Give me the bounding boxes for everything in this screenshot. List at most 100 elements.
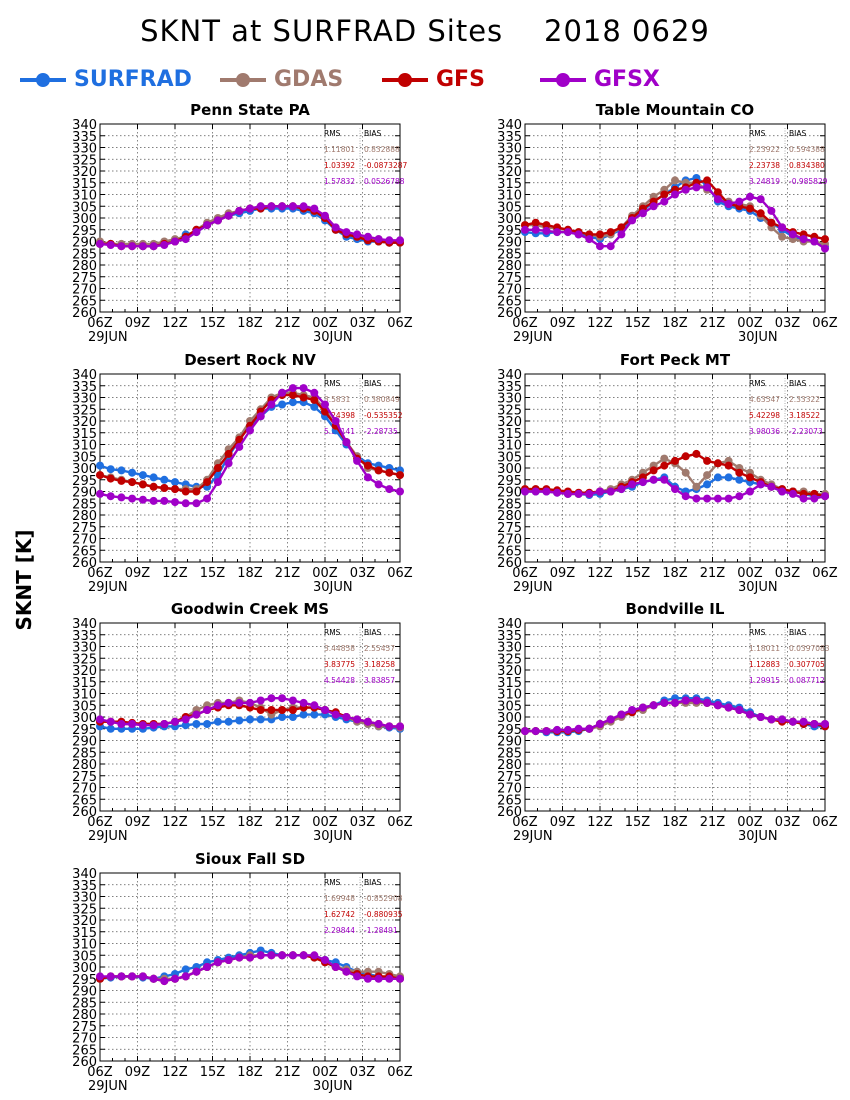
stats-rms-value: 1.57832 bbox=[324, 177, 355, 186]
data-point bbox=[138, 721, 147, 730]
panel-title: Penn State PA bbox=[190, 101, 310, 119]
data-point bbox=[149, 473, 158, 482]
y-tick-label: 295 bbox=[72, 224, 97, 239]
x-tick-label: 06Z bbox=[87, 1065, 113, 1080]
data-point bbox=[331, 223, 340, 232]
data-point bbox=[149, 242, 158, 251]
chart-panel: 2602652702752802852902953003053103153203… bbox=[497, 101, 838, 345]
data-point bbox=[342, 967, 351, 976]
y-tick-label: 270 bbox=[497, 533, 522, 548]
x-tick-label: 09Z bbox=[125, 316, 151, 331]
x-tick-label: 18Z bbox=[662, 815, 688, 830]
chart-panel: 2602652702752802852902953003053103153203… bbox=[72, 600, 413, 844]
y-tick-label: 300 bbox=[497, 711, 522, 726]
x-tick-label: 06Z bbox=[387, 316, 413, 331]
y-tick-label: 265 bbox=[497, 544, 522, 559]
data-point bbox=[160, 977, 169, 986]
data-point bbox=[606, 228, 615, 237]
stats-rms-value: 1.12883 bbox=[749, 660, 780, 669]
data-point bbox=[681, 185, 690, 194]
data-point bbox=[724, 703, 733, 712]
data-point bbox=[203, 720, 212, 728]
data-point bbox=[106, 474, 115, 483]
data-point bbox=[267, 706, 276, 714]
x-tick-label: 09Z bbox=[125, 566, 151, 581]
data-point bbox=[660, 698, 669, 707]
data-point bbox=[521, 727, 529, 736]
y-tick-label: 300 bbox=[72, 212, 97, 227]
y-tick-label: 275 bbox=[72, 521, 97, 536]
data-point bbox=[649, 701, 658, 710]
data-point bbox=[671, 190, 679, 199]
legend-marker bbox=[220, 73, 266, 87]
y-tick-label: 265 bbox=[72, 1043, 97, 1058]
data-point bbox=[563, 489, 572, 498]
x-tick-label: 06Z bbox=[812, 566, 838, 581]
data-point bbox=[735, 706, 744, 714]
data-point bbox=[288, 713, 297, 721]
x-tick-label: 15Z bbox=[200, 815, 226, 830]
data-point bbox=[628, 706, 637, 714]
data-point bbox=[224, 956, 233, 964]
data-point bbox=[117, 466, 126, 475]
data-point bbox=[671, 485, 679, 494]
y-tick-label: 315 bbox=[72, 926, 97, 941]
data-point bbox=[235, 698, 244, 707]
date-label: 29JUN bbox=[513, 829, 553, 844]
y-tick-label: 305 bbox=[497, 699, 522, 714]
data-point bbox=[278, 713, 287, 721]
panel-title: Fort Peck MT bbox=[620, 351, 731, 369]
data-point bbox=[246, 715, 254, 724]
data-point bbox=[617, 223, 626, 232]
data-point bbox=[106, 241, 115, 249]
chart-panel: 2602652702752802852902953003053103153203… bbox=[72, 101, 413, 345]
data-point bbox=[396, 974, 404, 983]
series-gfsx bbox=[96, 202, 404, 251]
data-point bbox=[713, 494, 722, 503]
y-tick-label: 285 bbox=[497, 497, 522, 512]
stats-rms-value: 3.44858 bbox=[324, 644, 355, 653]
y-tick-label: 305 bbox=[72, 200, 97, 215]
y-tick-label: 330 bbox=[72, 392, 97, 407]
data-point bbox=[181, 972, 190, 981]
data-point bbox=[821, 720, 829, 728]
data-point bbox=[681, 452, 690, 461]
y-tick-label: 295 bbox=[72, 973, 97, 988]
data-point bbox=[181, 499, 190, 508]
y-tick-label: 280 bbox=[497, 259, 522, 274]
stats-bias-value: 0.832888 bbox=[364, 145, 400, 154]
data-point bbox=[638, 703, 647, 712]
panel-title: Bondville IL bbox=[626, 600, 725, 618]
x-tick-label: 15Z bbox=[200, 316, 226, 331]
data-point bbox=[542, 226, 551, 235]
data-point bbox=[374, 466, 383, 475]
data-point bbox=[299, 698, 308, 707]
data-point bbox=[213, 478, 222, 487]
data-point bbox=[192, 967, 201, 976]
data-point bbox=[203, 478, 212, 487]
stats-header-bias: BIAS bbox=[364, 878, 381, 887]
y-tick-label: 320 bbox=[72, 664, 97, 679]
y-tick-label: 325 bbox=[497, 652, 522, 667]
data-point bbox=[171, 478, 179, 487]
chart-panel: 2602652702752802852902953003053103153203… bbox=[72, 351, 413, 595]
data-point bbox=[363, 461, 372, 470]
data-point bbox=[342, 713, 351, 721]
data-point bbox=[585, 489, 594, 498]
data-point bbox=[363, 974, 372, 983]
data-point bbox=[799, 717, 808, 726]
x-tick-label: 06Z bbox=[87, 815, 113, 830]
data-point bbox=[692, 494, 701, 503]
data-point bbox=[531, 487, 540, 496]
x-tick-label: 00Z bbox=[312, 316, 338, 331]
data-point bbox=[106, 492, 115, 501]
data-point bbox=[149, 482, 158, 491]
data-point bbox=[117, 242, 126, 251]
data-point bbox=[628, 216, 637, 225]
data-point bbox=[288, 951, 297, 960]
y-tick-label: 300 bbox=[72, 462, 97, 477]
stats-rms-value: 4.54428 bbox=[324, 676, 355, 685]
stats-bias-value: 2.33322 bbox=[789, 395, 820, 404]
stats-bias-value: -0.535352 bbox=[364, 411, 403, 420]
stats-bias-value: -0.852908 bbox=[364, 894, 403, 903]
